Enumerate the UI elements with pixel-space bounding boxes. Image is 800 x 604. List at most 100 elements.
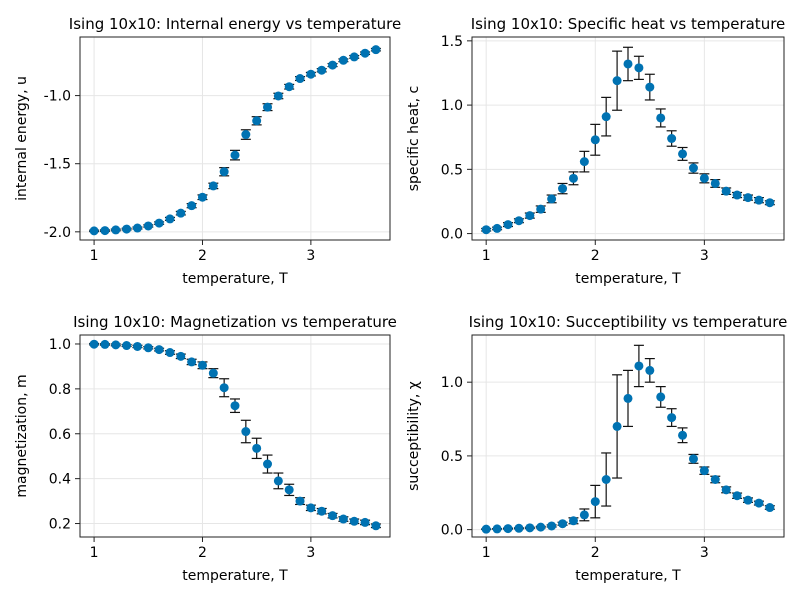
chi-data-point xyxy=(655,386,666,408)
mag-data-point xyxy=(240,419,251,444)
energy-data-point xyxy=(121,224,132,234)
mag-data-point xyxy=(349,516,360,526)
heat-data-point xyxy=(568,171,579,186)
mag-marker xyxy=(317,506,327,516)
heat-data-point xyxy=(655,108,666,128)
energy-data-point xyxy=(208,181,219,191)
chi-marker xyxy=(656,392,666,402)
mag-data-point xyxy=(143,343,154,353)
mag-marker xyxy=(197,360,207,370)
mag-data-point xyxy=(89,339,100,349)
heat-marker xyxy=(710,178,720,188)
energy-marker xyxy=(360,48,370,58)
heat-data-point xyxy=(688,162,699,174)
chi-marker xyxy=(514,523,524,533)
chi-data-point xyxy=(612,374,623,479)
energy-data-point xyxy=(240,129,251,140)
chi-marker xyxy=(634,361,644,371)
mag-data-point xyxy=(132,341,143,351)
mag-marker xyxy=(371,521,381,531)
heat-data-point xyxy=(644,73,655,101)
chi-data-point xyxy=(732,491,743,501)
mag-marker xyxy=(284,485,294,495)
chi-data-point xyxy=(666,408,677,428)
chi-marker xyxy=(601,474,611,484)
energy-data-point xyxy=(284,82,295,92)
chi-chart-title: Ising 10x10: Succeptibility vs temperatu… xyxy=(469,313,788,331)
mag-data-point xyxy=(370,521,381,531)
chi-marker xyxy=(765,503,775,513)
mag-marker xyxy=(187,357,197,367)
mag-marker xyxy=(230,401,240,411)
energy-data-point xyxy=(164,214,175,224)
chi-marker xyxy=(743,495,753,505)
mag-data-point xyxy=(251,437,262,460)
chi-data-point xyxy=(601,452,612,507)
mag-chart-title: Ising 10x10: Magnetization vs temperatur… xyxy=(73,313,397,331)
energy-ytick-label: -1.0 xyxy=(44,89,71,105)
heat-data-point xyxy=(612,50,623,111)
heat-marker xyxy=(525,211,535,221)
chi-marker xyxy=(678,430,688,440)
energy-data-point xyxy=(370,45,381,55)
heat-chart-title: Ising 10x10: Specific heat vs temperatur… xyxy=(471,15,786,33)
chi-marker xyxy=(503,524,513,534)
energy-marker xyxy=(295,74,305,84)
mag-data-point xyxy=(110,340,121,350)
mag-data-point xyxy=(262,454,273,474)
mag-marker xyxy=(360,517,370,527)
heat-data-point xyxy=(721,186,732,196)
chi-marker xyxy=(612,421,622,431)
heat-data-point xyxy=(546,194,557,204)
chi-data-point xyxy=(503,524,513,534)
chi-marker xyxy=(645,365,655,375)
chi-axes-frame xyxy=(471,334,785,538)
mag-data-point xyxy=(284,483,295,497)
mag-ytick-label: 1.0 xyxy=(49,337,71,353)
chi-data-point xyxy=(535,522,546,532)
mag-data-point xyxy=(186,357,197,367)
heat-marker xyxy=(503,220,513,230)
heat-marker xyxy=(623,59,633,69)
energy-marker xyxy=(306,69,316,79)
mag-marker xyxy=(295,496,305,506)
mag-marker xyxy=(122,341,132,351)
heat-xtick-label: 2 xyxy=(591,248,600,264)
heat-marker xyxy=(547,194,557,204)
energy-marker xyxy=(273,91,283,101)
heat-xtick-label: 3 xyxy=(700,248,709,264)
energy-marker xyxy=(143,221,153,231)
mag-data-point xyxy=(99,339,110,349)
heat-axes-frame xyxy=(471,36,785,241)
heat-data-point xyxy=(503,220,513,230)
mag-marker xyxy=(338,514,348,524)
energy-marker xyxy=(252,116,262,126)
heat-marker xyxy=(743,193,753,203)
mag-marker xyxy=(241,427,251,437)
chi-marker xyxy=(525,523,535,533)
heat-marker xyxy=(558,184,568,194)
heat-data-point xyxy=(579,150,590,173)
chi-ytick-label: 0.0 xyxy=(441,523,463,539)
mag-data-point xyxy=(164,348,175,358)
mag-marker xyxy=(100,339,110,349)
heat-x-axis-label: temperature, T xyxy=(575,271,681,287)
chi-marker xyxy=(754,498,764,508)
chi-data-point xyxy=(644,357,655,383)
chi-data-point xyxy=(590,484,601,519)
mag-y-axis-label: magnetization, m xyxy=(14,374,30,497)
mag-data-point xyxy=(121,341,132,351)
heat-data-point xyxy=(677,146,688,161)
mag-data-point xyxy=(273,472,284,490)
mag-xtick-label: 2 xyxy=(198,545,207,561)
energy-data-point xyxy=(110,225,121,235)
heat-data-point xyxy=(732,190,743,200)
energy-data-point xyxy=(154,218,165,228)
chi-ytick-label: 0.5 xyxy=(441,449,463,465)
mag-ytick-label: 0.2 xyxy=(49,517,71,533)
mag-marker xyxy=(176,351,186,361)
mag-xtick-label: 3 xyxy=(306,545,315,561)
mag-marker xyxy=(208,368,218,378)
heat-data-point xyxy=(753,195,764,205)
